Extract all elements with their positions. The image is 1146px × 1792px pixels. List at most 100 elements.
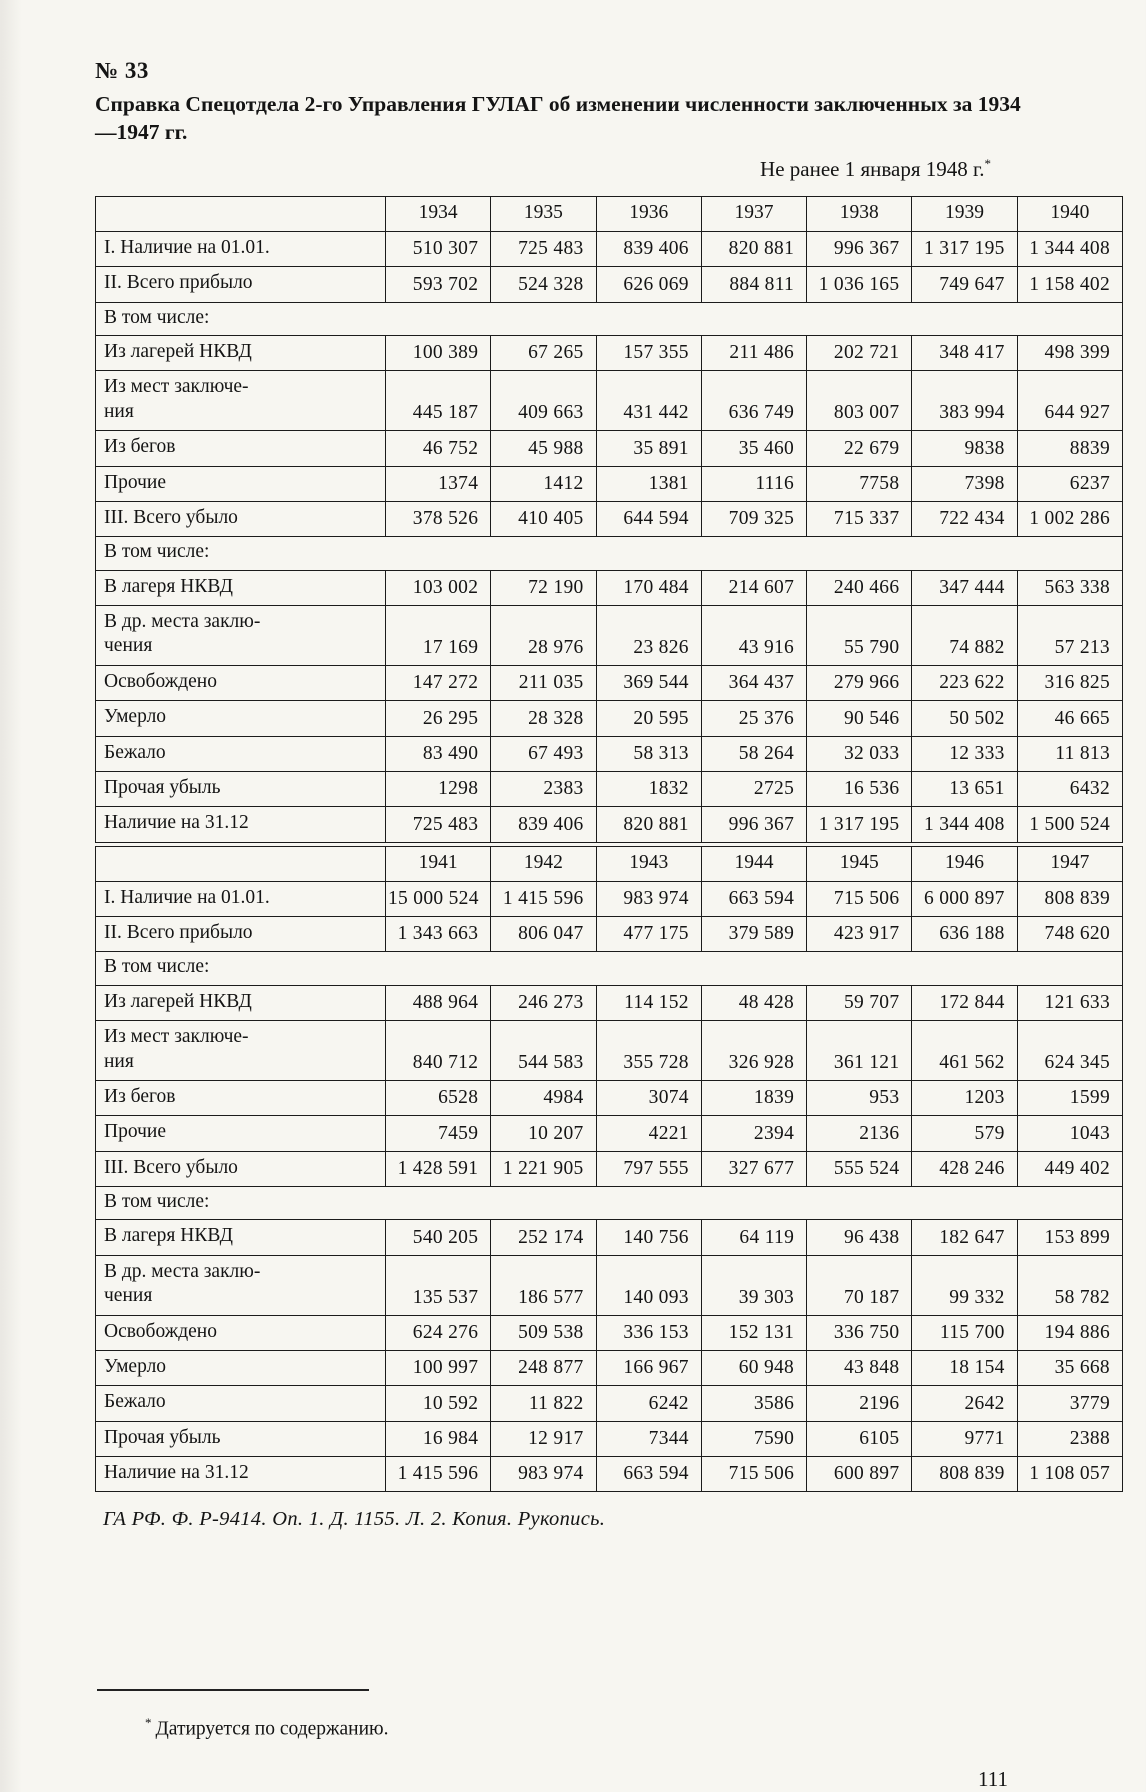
cell-value: 74 882 [911,605,1018,666]
cell-value: 379 589 [700,915,808,953]
cell-value: 839 406 [490,806,597,843]
cell-value: 2136 [806,1115,913,1152]
cell-value: 347 444 [911,569,1018,607]
cell-value: 202 721 [806,334,913,372]
cell-value: 410 405 [490,500,597,538]
cell-value: 16 984 [384,1420,492,1458]
cell-value: 7758 [806,465,913,502]
cell-value: 13 651 [911,770,1018,808]
cell-value: 6432 [1016,770,1124,808]
row-label: Из лагерей НКВД [95,334,386,372]
table-row: В лагеря НКВД 103 002 72 190 170 484 214 607… [95,569,1124,607]
row-label: Из бегов [95,430,386,467]
cell-value: 1 343 663 [384,915,492,953]
row-label: Из лагерей НКВД [95,984,386,1022]
cell-value: 316 825 [1016,664,1124,702]
cell-value: 953 [806,1079,913,1117]
cell-value: 364 437 [700,664,808,702]
table-row: II. Всего прибыло 593 702 524 328 626 069 88… [95,266,1124,303]
year-header-row: 1941 1942 1943 1944 1945 1946 1947 [95,845,1124,882]
table-row: Прочие 1374 1412 1381 1116 7758 7398 6237 [95,465,1124,502]
row-label: В лагеря НКВД [95,569,386,607]
table-1934-1940: 1934 1935 1936 1937 1938 1939 1940 I. Наличие н… [95,195,1124,843]
year-header: 1940 [1016,195,1124,232]
cell-value: 1043 [1016,1115,1124,1152]
cell-value: 840 712 [384,1020,492,1081]
table-1941-1947: 1941 1942 1943 1944 1945 1946 1947 I. Наличие н… [95,845,1124,1493]
cell-value: 996 367 [700,806,808,843]
row-label: Бежало [95,735,386,772]
cell-value: 58 313 [595,735,702,772]
cell-value: 1 317 195 [911,230,1018,268]
subheader-row: В том числе: [95,1185,1123,1221]
row-label: I. Наличие на 01.01. [95,230,386,268]
cell-value: 725 483 [384,806,492,843]
cell-value: 1116 [700,465,808,502]
cell-value: 72 190 [490,569,597,607]
cell-value: 17 169 [384,605,492,666]
table-row: III. Всего убыло 378 526 410 405 644 594 709… [95,500,1124,538]
table-row: Бежало 83 490 67 493 58 313 58 264 32 033 12 3… [95,735,1124,772]
date-note-text: Не ранее 1 января 1948 г. [760,156,985,181]
cell-value: 1599 [1016,1079,1124,1117]
cell-value: 327 677 [700,1150,808,1188]
row-label: Наличие на 31.12 [95,806,386,843]
cell-value: 35 891 [595,430,702,467]
footnote: * Датируется по содержанию. [95,1715,1123,1741]
cell-value: 10 592 [384,1385,492,1422]
row-label: II. Всего прибыло [95,266,386,303]
cell-value: 803 007 [806,370,913,432]
cell-value: 186 577 [490,1254,597,1316]
cell-value: 1 036 165 [806,266,913,303]
row-label: В том числе: [95,1185,1123,1221]
cell-value: 20 595 [595,700,702,737]
cell-value: 1 002 286 [1016,500,1124,538]
footnote-divider [97,1689,369,1692]
cell-value: 428 246 [911,1150,1018,1188]
year-header: 1946 [911,845,1018,882]
cell-value: 121 633 [1016,984,1124,1022]
table-row: III. Всего убыло 1 428 591 1 221 905 797 55… [95,1150,1124,1188]
cell-value: 7590 [700,1420,808,1458]
cell-value: 35 460 [700,430,808,467]
cell-value: 3586 [700,1385,808,1422]
cell-value: 983 974 [595,880,702,918]
cell-value: 46 752 [384,430,492,467]
cell-value: 715 506 [700,1455,808,1493]
row-label: III. Всего убыло [95,500,386,538]
cell-value: 10 207 [490,1115,597,1152]
row-label: Прочая убыль [95,1420,386,1458]
cell-value: 2642 [911,1385,1018,1422]
cell-value: 55 790 [806,605,913,666]
cell-value: 636 749 [700,370,808,432]
cell-value: 70 187 [806,1254,913,1316]
cell-value: 644 594 [595,500,702,538]
cell-value: 248 877 [490,1349,597,1387]
cell-value: 147 272 [384,664,492,702]
cell-value: 820 881 [700,230,808,268]
cell-value: 355 728 [595,1020,702,1081]
cell-value: 16 536 [806,770,913,808]
cell-value: 2394 [700,1115,808,1152]
row-label: В том числе: [95,536,1123,571]
cell-value: 39 303 [700,1254,808,1316]
cell-value: 563 338 [1016,569,1124,607]
cell-value: 25 376 [700,700,808,737]
cell-value: 240 466 [806,569,913,607]
cell-value: 409 663 [490,370,597,432]
cell-value: 1203 [911,1079,1018,1117]
table-row: Наличие на 31.12 725 483 839 406 820 881 996… [95,806,1124,843]
cell-value: 9838 [911,430,1018,467]
cell-value: 593 702 [384,266,492,303]
cell-value: 11 822 [490,1385,597,1422]
cell-value: 43 848 [806,1349,913,1387]
cell-value: 1374 [384,465,492,502]
cell-value: 115 700 [911,1314,1018,1351]
subheader-row: В том числе: [95,951,1123,986]
cell-value: 28 328 [490,700,597,737]
row-label: Прочая убыль [95,770,386,808]
cell-value: 477 175 [595,915,702,953]
row-label: В др. места заклю- чения [95,1254,386,1316]
cell-value: 6242 [595,1385,702,1422]
cell-value: 60 948 [700,1349,808,1387]
